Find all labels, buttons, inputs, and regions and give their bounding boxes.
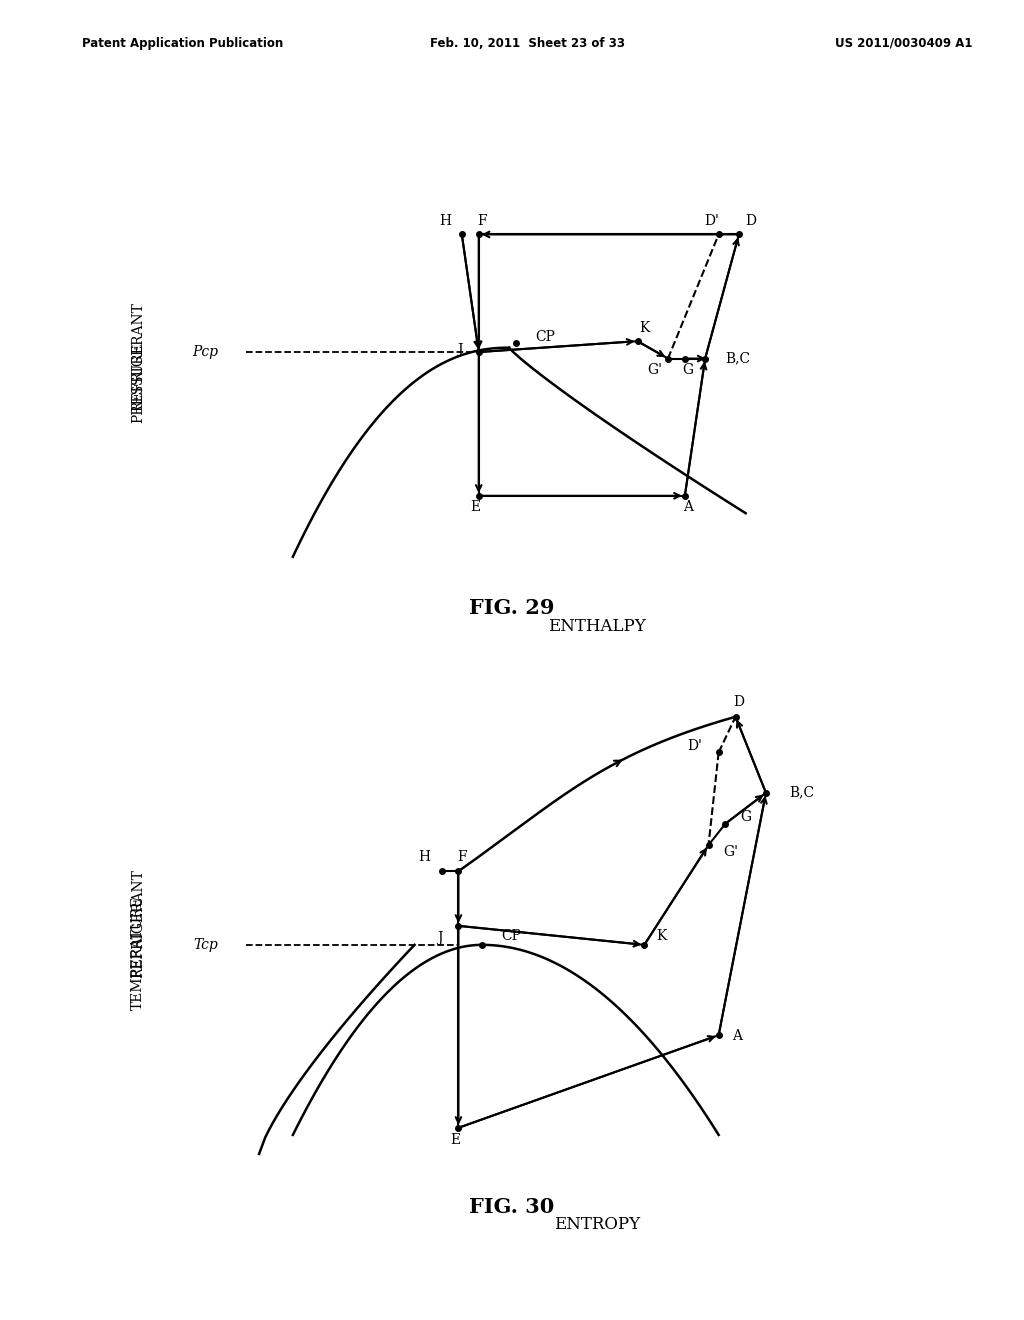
Text: B,C: B,C — [725, 351, 751, 366]
Text: E: E — [470, 500, 480, 513]
Text: A: A — [683, 500, 693, 513]
Text: J: J — [437, 932, 442, 945]
Text: Pcp: Pcp — [193, 345, 218, 359]
Text: B,C: B,C — [790, 785, 815, 800]
Text: J: J — [457, 343, 463, 358]
Text: REFRIGERANT: REFRIGERANT — [131, 870, 145, 978]
Text: FIG. 30: FIG. 30 — [469, 1197, 555, 1217]
Text: D: D — [745, 214, 757, 228]
Text: Patent Application Publication: Patent Application Publication — [82, 37, 284, 50]
Text: REFRIGERANT: REFRIGERANT — [131, 302, 145, 411]
Text: CP: CP — [501, 929, 521, 942]
Text: ENTROPY: ENTROPY — [554, 1216, 640, 1233]
Text: Feb. 10, 2011  Sheet 23 of 33: Feb. 10, 2011 Sheet 23 of 33 — [430, 37, 625, 50]
Text: CP: CP — [535, 330, 555, 345]
Text: US 2011/0030409 A1: US 2011/0030409 A1 — [836, 37, 973, 50]
Text: F: F — [477, 214, 486, 228]
Text: FIG. 29: FIG. 29 — [469, 598, 555, 618]
Text: K: K — [639, 321, 649, 334]
Text: E: E — [450, 1134, 460, 1147]
Text: F: F — [457, 850, 467, 863]
Text: ENTHALPY: ENTHALPY — [548, 618, 646, 635]
Text: K: K — [656, 929, 667, 942]
Text: Tcp: Tcp — [194, 937, 218, 952]
Text: D': D' — [687, 739, 702, 752]
Text: TEMPERATURE: TEMPERATURE — [131, 896, 145, 1010]
Text: G': G' — [647, 363, 662, 376]
Text: G: G — [683, 363, 694, 376]
Text: G': G' — [723, 845, 738, 858]
Text: PRESSURE: PRESSURE — [131, 342, 145, 424]
Text: G: G — [740, 810, 752, 824]
Text: D': D' — [705, 214, 719, 228]
Text: H: H — [439, 214, 451, 228]
Text: A: A — [732, 1028, 742, 1043]
Text: H: H — [419, 850, 431, 863]
Text: D: D — [733, 696, 744, 709]
